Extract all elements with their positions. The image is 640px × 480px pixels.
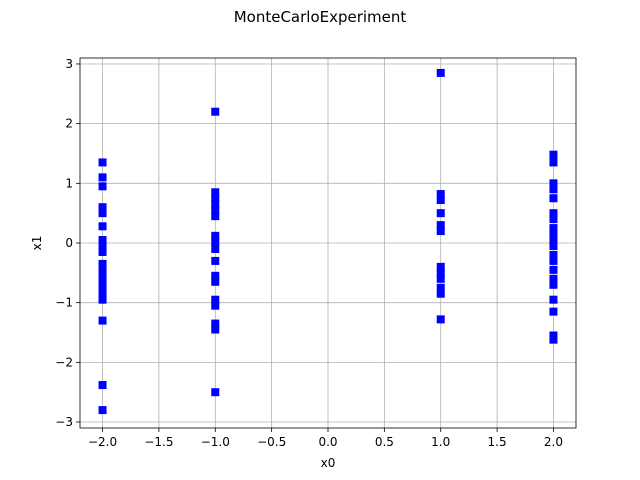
data-point [211, 319, 220, 328]
data-point [98, 295, 107, 304]
data-point [98, 259, 107, 268]
x-tick-label: −1.5 [144, 435, 173, 449]
data-point [211, 200, 220, 209]
data-point [549, 256, 558, 265]
data-point [211, 244, 220, 253]
data-point [98, 271, 107, 280]
x-tick-label: 1.5 [488, 435, 507, 449]
x-tick-label: −0.5 [257, 435, 286, 449]
y-tick-label: 2 [65, 117, 73, 131]
x-tick-label: −1.0 [201, 435, 230, 449]
y-tick-label: 0 [65, 236, 73, 250]
data-point [549, 209, 558, 218]
data-point [549, 274, 558, 283]
data-point [436, 289, 445, 298]
data-point [211, 277, 220, 286]
data-point [549, 335, 558, 344]
data-point [549, 331, 558, 340]
data-point [436, 221, 445, 230]
data-point [98, 265, 107, 274]
data-point [549, 265, 558, 274]
data-point [436, 209, 445, 218]
data-point [549, 250, 558, 259]
data-point [211, 231, 220, 240]
data-point [549, 158, 558, 167]
data-point [98, 277, 107, 286]
data-point [549, 185, 558, 194]
data-point [98, 406, 107, 415]
data-point [549, 295, 558, 304]
data-point [98, 381, 107, 390]
data-point [98, 241, 107, 250]
data-point [211, 107, 220, 116]
data-point [549, 194, 558, 203]
data-point [549, 230, 558, 239]
data-point [211, 237, 220, 246]
y-tick-label: −2 [55, 355, 73, 369]
data-point [436, 283, 445, 292]
x-tick-label: 0.5 [375, 435, 394, 449]
data-point [211, 188, 220, 197]
x-tick-label: −2.0 [88, 435, 117, 449]
data-point [211, 206, 220, 215]
data-point [98, 316, 107, 325]
x-axis-ticks: −2.0 −1.5 −1.0 −0.5 0.0 0.5 1.0 1.5 2.0 [88, 428, 563, 449]
data-point [98, 236, 107, 245]
y-tick-label: −1 [55, 296, 73, 310]
grid-lines [80, 58, 576, 428]
y-axis-ticks: −3 −2 −1 0 1 2 3 [55, 57, 80, 429]
data-point [98, 158, 107, 167]
data-point [436, 227, 445, 236]
data-point [549, 215, 558, 224]
data-point [436, 315, 445, 324]
data-point [98, 173, 107, 182]
data-point [436, 268, 445, 277]
data-point [211, 301, 220, 310]
data-point [211, 194, 220, 203]
data-point [211, 325, 220, 334]
data-point [211, 271, 220, 280]
data-point [549, 179, 558, 188]
y-axis-label: x1 [30, 236, 44, 251]
data-point [549, 224, 558, 233]
data-point [436, 274, 445, 283]
data-point [436, 196, 445, 205]
data-point [211, 388, 220, 397]
data-point [436, 190, 445, 199]
data-point [549, 241, 558, 250]
data-point [211, 295, 220, 304]
data-point [436, 262, 445, 271]
y-tick-label: −3 [55, 415, 73, 429]
data-points [98, 68, 558, 415]
data-point [98, 222, 107, 231]
data-point [98, 182, 107, 191]
x-axis-label: x0 [321, 456, 336, 470]
data-point [98, 203, 107, 212]
chart-title: MonteCarloExperiment [234, 8, 407, 26]
data-point [549, 150, 558, 159]
data-point [549, 236, 558, 245]
y-tick-label: 1 [65, 176, 73, 190]
data-point [549, 307, 558, 316]
data-point [549, 280, 558, 289]
x-tick-label: 0.0 [318, 435, 337, 449]
data-point [98, 283, 107, 292]
x-tick-label: 1.0 [431, 435, 450, 449]
data-point [211, 212, 220, 221]
x-tick-label: 2.0 [544, 435, 563, 449]
y-tick-label: 3 [65, 57, 73, 71]
data-point [436, 68, 445, 77]
data-point [211, 256, 220, 265]
data-point [98, 247, 107, 256]
data-point [98, 209, 107, 218]
data-point [98, 289, 107, 298]
